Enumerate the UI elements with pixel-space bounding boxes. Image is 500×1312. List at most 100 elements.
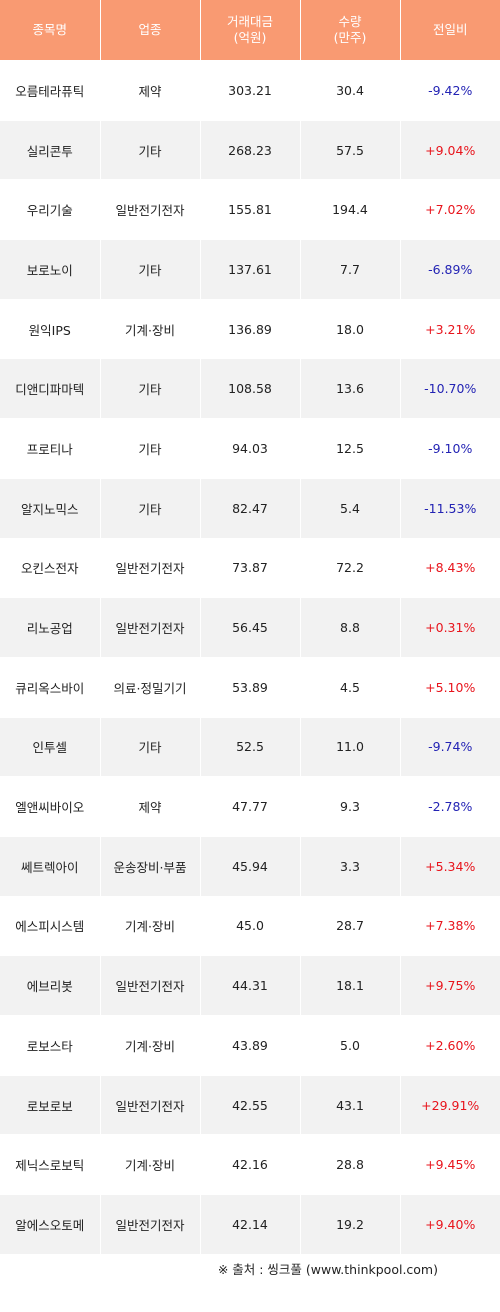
trade-amount-cell: 73.87 [199,538,300,598]
table-row: 프로티나 기타 94.03 12.5 -9.10% [0,418,500,479]
table-row: 제닉스로보틱 기계·장비 42.16 28.8 +9.45% [0,1134,500,1195]
stock-name-cell: 실리콘투 [0,120,100,180]
change-cell: +5.34% [399,836,500,897]
header-sector: 업종 [99,0,200,61]
volume-cell: 11.0 [299,717,400,777]
change-cell: -11.53% [399,478,500,538]
table-row: 쎄트렉아이 운송장비·부품 45.94 3.3 +5.34% [0,836,500,897]
table-row: 우리기술 일반전기전자 155.81 194.4 +7.02% [0,179,500,240]
trade-amount-cell: 137.61 [199,239,300,300]
table-row: 디앤디파마텍 기타 108.58 13.6 -10.70% [0,358,500,419]
stock-name-cell: 보로노이 [0,239,100,300]
change-cell: +9.75% [399,955,500,1016]
trade-amount-cell: 108.58 [199,358,300,419]
sector-cell: 제약 [99,60,200,121]
volume-cell: 4.5 [299,657,400,718]
change-cell: -9.74% [399,717,500,777]
header-name: 종목명 [0,0,100,61]
table-row: 알지노믹스 기타 82.47 5.4 -11.53% [0,478,500,538]
trade-amount-cell: 56.45 [199,597,300,658]
table-row: 인투셀 기타 52.5 11.0 -9.74% [0,717,500,777]
stock-name-cell: 로보스타 [0,1015,100,1076]
trade-amount-cell: 44.31 [199,955,300,1016]
stock-name-cell: 쎄트렉아이 [0,836,100,897]
sector-cell: 기타 [99,717,200,777]
stock-name-cell: 알지노믹스 [0,478,100,538]
volume-cell: 72.2 [299,538,400,598]
volume-cell: 9.3 [299,776,400,837]
volume-cell: 5.0 [299,1015,400,1076]
table-row: 엘앤씨바이오 제약 47.77 9.3 -2.78% [0,776,500,837]
volume-cell: 13.6 [299,358,400,419]
volume-cell: 18.1 [299,955,400,1016]
volume-cell: 43.1 [299,1075,400,1135]
header-amount-label: 거래대금 [226,14,273,29]
stock-name-cell: 에브리봇 [0,955,100,1016]
trade-amount-cell: 42.14 [199,1194,300,1254]
trade-amount-cell: 82.47 [199,478,300,538]
change-cell: +9.45% [399,1134,500,1195]
sector-cell: 기타 [99,358,200,419]
change-cell: -2.78% [399,776,500,837]
volume-cell: 5.4 [299,478,400,538]
table-row: 오킨스전자 일반전기전자 73.87 72.2 +8.43% [0,538,500,598]
sector-cell: 기타 [99,478,200,538]
table-row: 원익IPS 기계·장비 136.89 18.0 +3.21% [0,299,500,359]
table-row: 에브리봇 일반전기전자 44.31 18.1 +9.75% [0,955,500,1016]
change-cell: +8.43% [399,538,500,598]
sector-cell: 운송장비·부품 [99,836,200,897]
trade-amount-cell: 268.23 [199,120,300,180]
volume-cell: 194.4 [299,179,400,240]
trade-amount-cell: 52.5 [199,717,300,777]
stock-name-cell: 알에스오토메 [0,1194,100,1254]
sector-cell: 기타 [99,418,200,479]
header-volume-label: 수량 [338,14,362,29]
volume-cell: 57.5 [299,120,400,180]
change-cell: -10.70% [399,358,500,419]
header-change: 전일비 [399,0,500,61]
volume-cell: 3.3 [299,836,400,897]
table-row: 큐리옥스바이 의료·정밀기기 53.89 4.5 +5.10% [0,657,500,718]
stock-name-cell: 제닉스로보틱 [0,1134,100,1195]
change-cell: +5.10% [399,657,500,718]
trade-amount-cell: 42.16 [199,1134,300,1195]
change-cell: +29.91% [399,1075,500,1135]
change-cell: +0.31% [399,597,500,658]
sector-cell: 일반전기전자 [99,1194,200,1254]
table-header: 종목명 업종 거래대금 (억원) 수량 (만주) 전일비 [0,0,500,61]
header-amount: 거래대금 (억원) [199,0,300,61]
volume-cell: 8.8 [299,597,400,658]
stock-name-cell: 리노공업 [0,597,100,658]
sector-cell: 기계·장비 [99,299,200,359]
stock-name-cell: 오름테라퓨틱 [0,60,100,121]
trade-amount-cell: 155.81 [199,179,300,240]
stock-name-cell: 우리기술 [0,179,100,240]
volume-cell: 12.5 [299,418,400,479]
header-volume-unit: (만주) [333,30,367,45]
table-row: 로보스타 기계·장비 43.89 5.0 +2.60% [0,1015,500,1076]
table-body: 오름테라퓨틱 제약 303.21 30.4 -9.42% 실리콘투 기타 268.23 57.5… [0,60,500,1254]
volume-cell: 30.4 [299,60,400,121]
change-cell: -9.42% [399,60,500,121]
sector-cell: 기계·장비 [99,1015,200,1076]
sector-cell: 기타 [99,120,200,180]
table-row: 에스피시스템 기계·장비 45.0 28.7 +7.38% [0,896,500,956]
header-volume: 수량 (만주) [299,0,400,61]
volume-cell: 18.0 [299,299,400,359]
sector-cell: 기계·장비 [99,896,200,956]
sector-cell: 의료·정밀기기 [99,657,200,718]
volume-cell: 19.2 [299,1194,400,1254]
stock-name-cell: 프로티나 [0,418,100,479]
change-cell: +9.04% [399,120,500,180]
stock-name-cell: 원익IPS [0,299,100,359]
sector-cell: 일반전기전자 [99,597,200,658]
sector-cell: 일반전기전자 [99,955,200,1016]
stock-name-cell: 에스피시스템 [0,896,100,956]
change-cell: -6.89% [399,239,500,300]
table-row: 리노공업 일반전기전자 56.45 8.8 +0.31% [0,597,500,658]
stock-name-cell: 디앤디파마텍 [0,358,100,419]
stock-name-cell: 오킨스전자 [0,538,100,598]
trade-amount-cell: 45.0 [199,896,300,956]
stock-name-cell: 엘앤씨바이오 [0,776,100,837]
sector-cell: 기타 [99,239,200,300]
